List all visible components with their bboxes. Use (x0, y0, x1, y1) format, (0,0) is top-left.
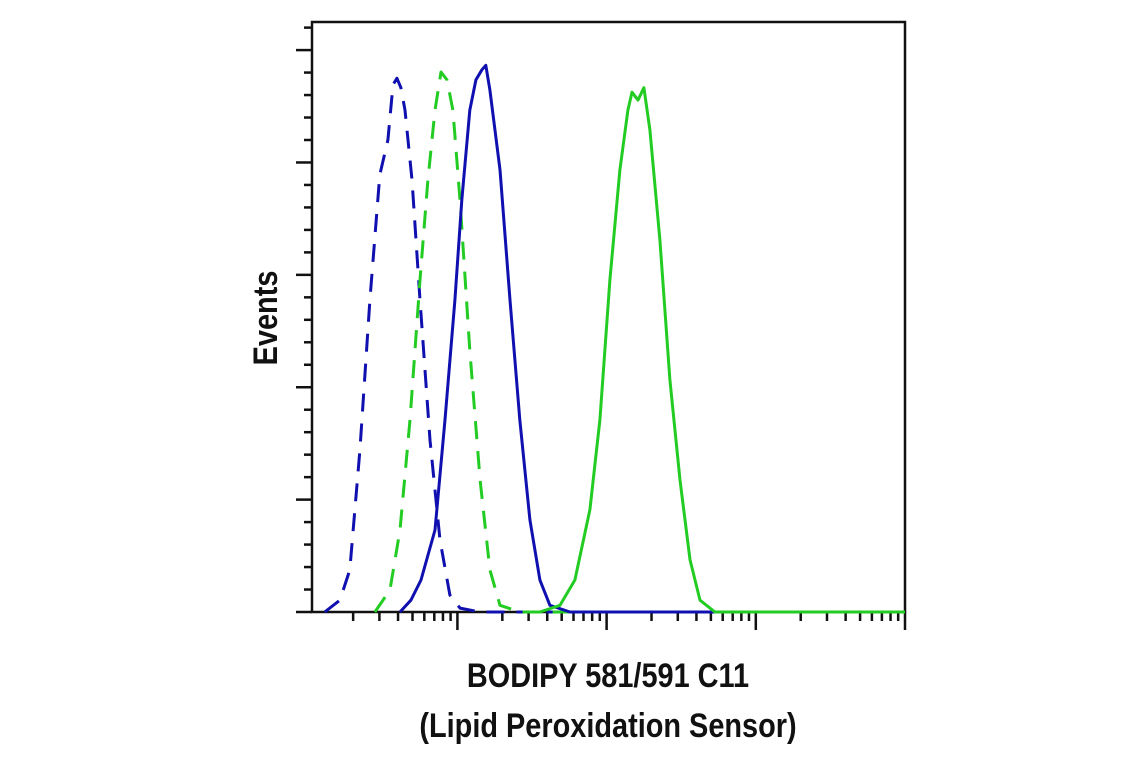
histogram-line (539, 86, 905, 614)
histogram-line (373, 70, 905, 614)
x-axis-label: (Lipid Peroxidation Sensor) (419, 706, 796, 745)
y-axis-label: Events (246, 271, 285, 366)
histogram-line (398, 63, 905, 614)
histogram-line (323, 76, 905, 614)
x-axis-label: BODIPY 581/591 C11 (467, 656, 749, 695)
